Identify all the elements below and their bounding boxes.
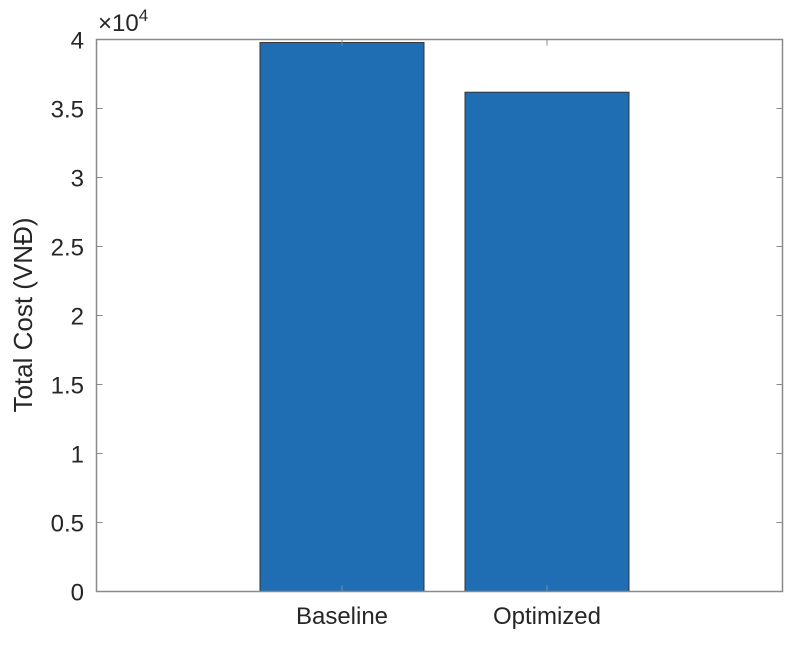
bar-optimized <box>464 91 630 592</box>
y-tick-label: 1 <box>71 442 84 469</box>
y-tick-label: 1.5 <box>51 373 84 400</box>
y-tick-label: 4 <box>71 28 84 55</box>
bar-baseline <box>259 42 425 592</box>
x-tick-label: Optimized <box>493 603 601 630</box>
exponent-label: ×104 <box>98 6 148 37</box>
x-tick-label: Baseline <box>296 603 388 630</box>
y-tick-label: 3 <box>71 166 84 193</box>
exponent-base: ×10 <box>98 10 139 37</box>
y-tick-label: 0.5 <box>51 511 84 538</box>
y-tick-label: 3.5 <box>51 97 84 124</box>
exponent-power: 4 <box>139 6 148 25</box>
y-axis-label: Total Cost (VNĐ) <box>8 217 38 412</box>
y-tick-label: 2 <box>71 304 84 331</box>
y-tick-label: 2.5 <box>51 235 84 262</box>
y-tick-label: 0 <box>71 580 84 607</box>
axes-box <box>95 38 784 593</box>
